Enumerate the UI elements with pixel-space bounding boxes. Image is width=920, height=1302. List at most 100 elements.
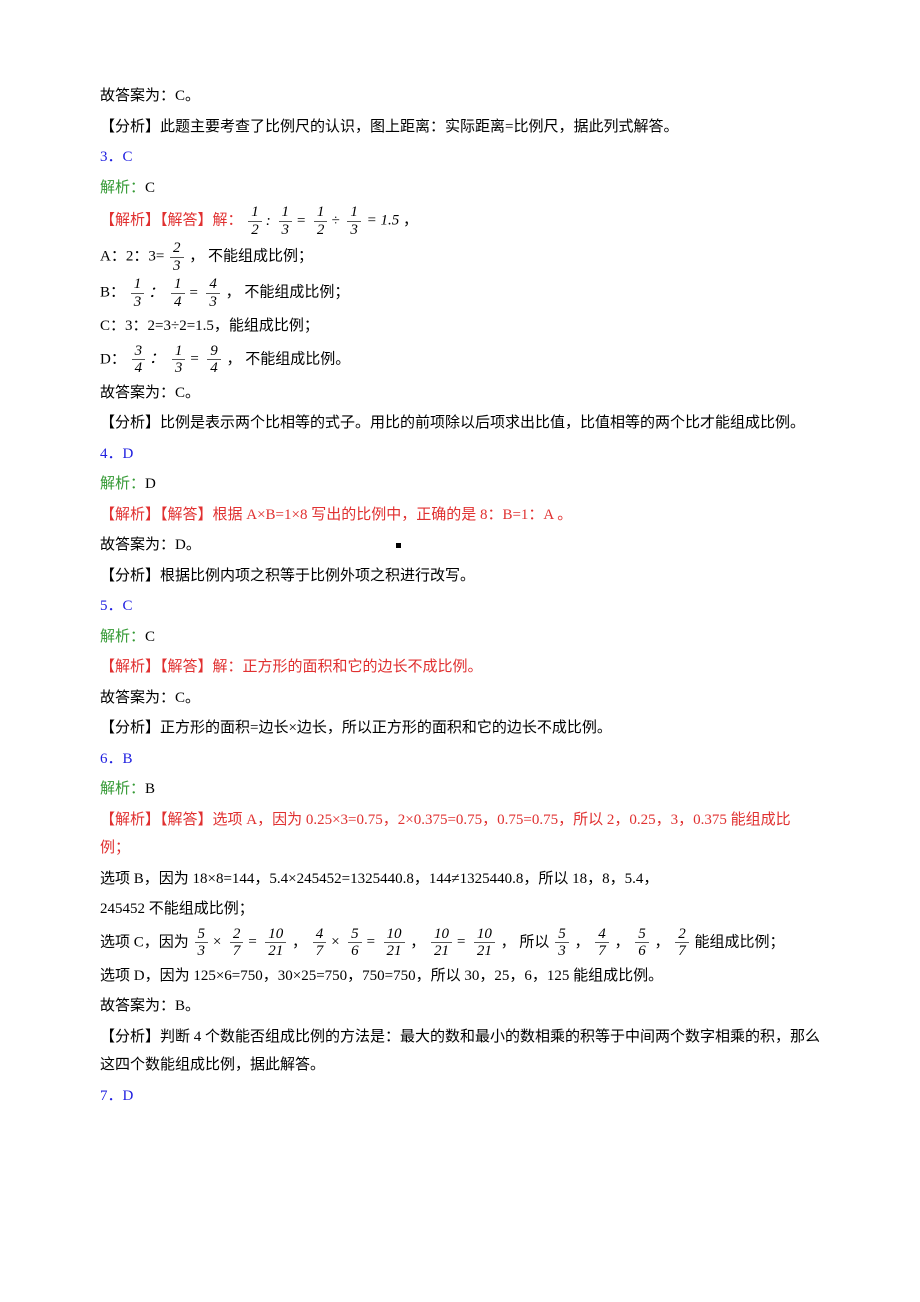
q4-ans: D [123, 446, 134, 462]
frac: 1021 [265, 926, 286, 960]
comma: ， [403, 212, 418, 228]
q6-A-text: 【解析】【解答】选项 A，因为 0.25×3=0.75，2×0.375=0.75… [100, 812, 791, 857]
mul: × [210, 928, 224, 957]
frac: 14 [171, 276, 185, 310]
q6-number: 6． [100, 751, 123, 767]
so: ， 所以 [497, 934, 550, 950]
q6-A: 【解析】【解答】选项 A，因为 0.25×3=0.75，2×0.375=0.75… [100, 806, 820, 863]
frac: 56 [635, 926, 649, 960]
q6-jiexi-ans: B [145, 781, 155, 797]
q5-ans: C [123, 598, 133, 614]
q6-B1: 选项 B，因为 18×8=144，5.4×245452=1325440.8，14… [100, 865, 820, 894]
q3-answer: 故答案为：C。 [100, 379, 820, 408]
q5-analysis: 【分析】正方形的面积=边长×边长，所以正方形的面积和它的边长不成比例。 [100, 714, 820, 743]
frac: 13 [347, 204, 361, 238]
q3-jiexi-line: 解析：C [100, 174, 820, 203]
sep: ， [288, 934, 307, 950]
q5-number: 5． [100, 598, 123, 614]
q4-explain: 【解析】【解答】根据 A×B=1×8 写出的比例中，正确的是 8：B=1：A 。 [100, 501, 820, 530]
q3B-post: ， 不能组成比例； [226, 284, 350, 300]
q3D-post: ， 不能组成比例。 [226, 351, 350, 367]
q5-explain: 【解析】【解答】解：正方形的面积和它的边长不成比例。 [100, 653, 820, 682]
frac: 27 [230, 926, 244, 960]
q5-answer: 故答案为：C。 [100, 684, 820, 713]
q7-header: 7．D [100, 1082, 820, 1111]
q6C-pre: 选项 C，因为 [100, 934, 189, 950]
frac: 13 [172, 343, 186, 377]
frac: 34 [132, 343, 146, 377]
q6-answer: 故答案为：B。 [100, 992, 820, 1021]
q3-ans: C [123, 149, 133, 165]
sep: ， [407, 934, 426, 950]
q3A-post: ， 不能组成比例； [189, 248, 313, 264]
q6-jiexi-line: 解析：B [100, 775, 820, 804]
q3-A: A：2：3= 23 ， 不能组成比例； [100, 240, 820, 274]
frac: 1021 [474, 926, 495, 960]
colon: ： [147, 345, 166, 374]
q3-B: B： 13： 14 = 43 ， 不能组成比例； [100, 276, 820, 310]
q6-D: 选项 D，因为 125×6=750，30×25=750，750=750，所以 3… [100, 962, 820, 991]
q4-answer-line: 故答案为：D。 [100, 531, 820, 560]
q4-header: 4．D [100, 440, 820, 469]
frac: 53 [555, 926, 569, 960]
q3D-pre: D： [100, 351, 126, 367]
sep: ， [571, 934, 590, 950]
colon: : [264, 207, 273, 236]
sep: ， [651, 934, 670, 950]
q6-B2: 245452 不能组成比例； [100, 895, 820, 924]
frac: 47 [313, 926, 327, 960]
q5-explain-text: 【解析】【解答】解：正方形的面积和它的边长不成比例。 [100, 659, 483, 675]
q3B-pre: B： [100, 284, 125, 300]
frac: 94 [207, 343, 221, 377]
q3-C: C：3：2=3÷2=1.5，能组成比例； [100, 312, 820, 341]
frac: 53 [195, 926, 209, 960]
q3-jiexi-ans: C [145, 180, 155, 196]
q6C-post: 能组成比例； [694, 934, 784, 950]
q4-number: 4． [100, 446, 123, 462]
frac: 56 [348, 926, 362, 960]
q5-jiexi-ans: C [145, 629, 155, 645]
q5-jiexi-label: 解析： [100, 629, 145, 645]
frac: 23 [170, 240, 184, 274]
q3-explain-label: 【解析】【解答】解： [100, 212, 243, 228]
frac: 13 [131, 276, 145, 310]
eq: = [245, 928, 259, 957]
q4-analysis: 【分析】根据比例内项之积等于比例外项之积进行改写。 [100, 562, 820, 591]
q6-jiexi-label: 解析： [100, 781, 145, 797]
q6-C: 选项 C，因为 53× 27= 1021 ， 47× 56= 1021 ， 10… [100, 926, 820, 960]
q3-explain-main: 【解析】【解答】解： 12: 13 = 12 ÷ 13 = 1.5 ， [100, 204, 820, 238]
frac: 27 [675, 926, 689, 960]
frac: 1021 [431, 926, 452, 960]
q4-explain-text: 【解析】【解答】根据 A×B=1×8 写出的比例中，正确的是 8：B=1：A 。 [100, 507, 572, 523]
q6-header: 6．B [100, 745, 820, 774]
frac: 47 [595, 926, 609, 960]
q3A-pre: A：2：3= [100, 248, 164, 264]
eq: = [187, 345, 201, 374]
frac: 43 [206, 276, 220, 310]
bullet-icon [396, 543, 401, 548]
frac: 13 [279, 204, 293, 238]
document-page: 故答案为：C。 【分析】此题主要考查了比例尺的认识，图上距离：实际距离=比例尺，… [0, 0, 920, 1152]
q4-jiexi-line: 解析：D [100, 470, 820, 499]
q3-header: 3．C [100, 143, 820, 172]
frac: 1021 [384, 926, 405, 960]
q6-ans: B [123, 751, 133, 767]
q3-analysis: 【分析】比例是表示两个比相等的式子。用比的前项除以后项求出比值，比值相等的两个比… [100, 409, 820, 438]
q7-ans: D [123, 1088, 134, 1104]
frac: 12 [248, 204, 262, 238]
q6-analysis: 【分析】判断 4 个数能否组成比例的方法是：最大的数和最小的数相乘的积等于中间两… [100, 1023, 820, 1080]
q4-answer: 故答案为：D。 [100, 537, 201, 553]
q3-D: D： 34： 13 = 94 ， 不能组成比例。 [100, 343, 820, 377]
q4-jiexi-label: 解析： [100, 476, 145, 492]
q2-analysis: 【分析】此题主要考查了比例尺的认识，图上距离：实际距离=比例尺，据此列式解答。 [100, 113, 820, 142]
q5-header: 5．C [100, 592, 820, 621]
q3-number: 3． [100, 149, 123, 165]
q7-number: 7． [100, 1088, 123, 1104]
q2-answer: 故答案为：C。 [100, 82, 820, 111]
colon: ： [146, 279, 165, 308]
q5-jiexi-line: 解析：C [100, 623, 820, 652]
frac: 12 [314, 204, 328, 238]
eq: = [294, 207, 308, 236]
sep: ， [611, 934, 630, 950]
result: = 1.5 [367, 212, 400, 228]
